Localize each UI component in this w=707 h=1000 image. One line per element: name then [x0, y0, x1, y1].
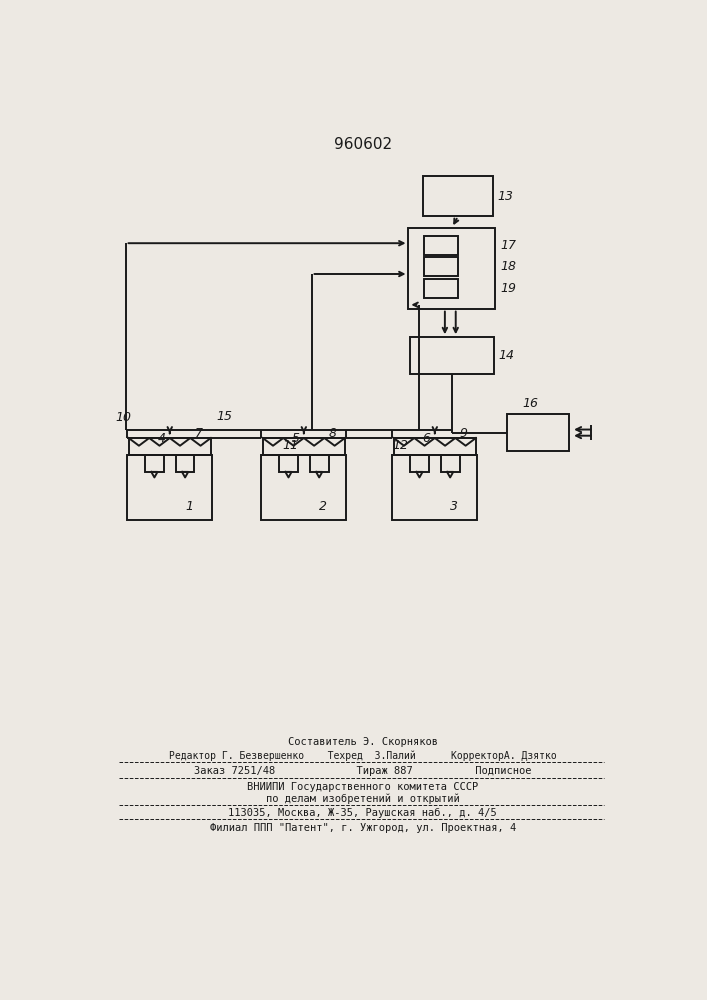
Text: 960602: 960602: [334, 137, 392, 152]
Text: 4: 4: [158, 432, 165, 445]
Text: 6: 6: [422, 432, 431, 445]
Bar: [127, 455, 212, 520]
Text: 19: 19: [500, 282, 516, 295]
Bar: [279, 455, 298, 472]
Text: Заказ 7251/48             Тираж 887          Подписное: Заказ 7251/48 Тираж 887 Подписное: [194, 766, 532, 776]
Bar: [410, 337, 493, 374]
Bar: [129, 438, 211, 455]
Text: 15: 15: [216, 410, 233, 423]
Bar: [507, 414, 569, 451]
Text: по делам изобретений и открытий: по делам изобретений и открытий: [266, 793, 460, 804]
Bar: [310, 455, 329, 472]
Bar: [423, 176, 493, 216]
Bar: [394, 438, 476, 455]
Text: 9: 9: [460, 427, 467, 440]
Bar: [424, 257, 458, 276]
Text: 1: 1: [185, 500, 193, 513]
Bar: [145, 455, 164, 472]
Bar: [176, 455, 194, 472]
Text: Составитель Э. Скорняков: Составитель Э. Скорняков: [288, 737, 438, 747]
Bar: [392, 455, 477, 520]
Text: 2: 2: [320, 500, 327, 513]
Bar: [424, 279, 458, 298]
Bar: [261, 455, 346, 520]
Text: 16: 16: [522, 397, 538, 410]
Text: Редактор Г. Безвершенко    Техред  З.Палий      КорректорА. Дзятко: Редактор Г. Безвершенко Техред З.Палий К…: [169, 751, 556, 761]
Text: 11: 11: [282, 439, 298, 452]
Bar: [440, 455, 460, 472]
Bar: [410, 455, 429, 472]
Text: 8: 8: [329, 427, 337, 440]
Text: 10: 10: [115, 411, 132, 424]
Text: 5: 5: [291, 432, 300, 445]
Text: 7: 7: [194, 427, 202, 440]
Bar: [424, 235, 458, 255]
Text: 12: 12: [392, 439, 408, 452]
Text: 14: 14: [498, 349, 515, 362]
Text: 113035, Москва, Ж-35, Раушская наб., д. 4/5: 113035, Москва, Ж-35, Раушская наб., д. …: [228, 808, 497, 818]
Text: 3: 3: [450, 500, 458, 513]
Bar: [263, 438, 345, 455]
Text: 13: 13: [498, 190, 513, 203]
Text: 18: 18: [500, 260, 516, 273]
Bar: [409, 228, 495, 309]
Text: Филиал ППП "Патент", г. Ужгород, ул. Проектная, 4: Филиал ППП "Патент", г. Ужгород, ул. Про…: [209, 823, 516, 833]
Text: ВНИИПИ Государственного комитета СССР: ВНИИПИ Государственного комитета СССР: [247, 782, 479, 792]
Text: 17: 17: [500, 239, 516, 252]
